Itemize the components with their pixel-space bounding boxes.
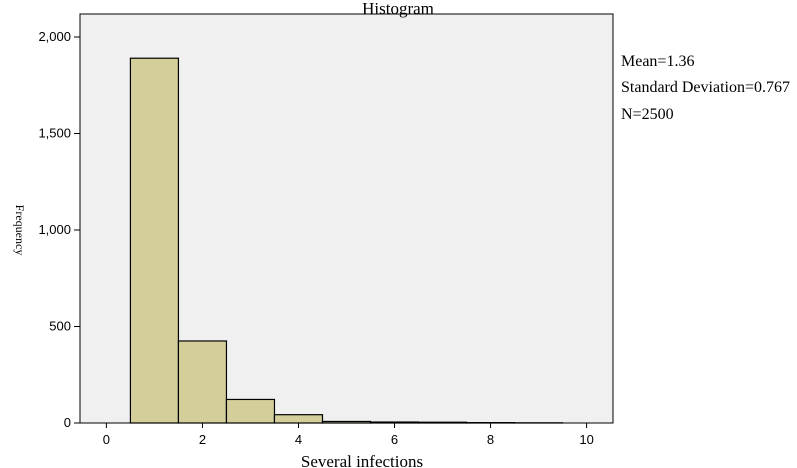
histogram-bar-4 [273, 414, 324, 424]
x-axis: 0 2 4 6 8 10 [103, 423, 594, 447]
histogram-bar-3 [225, 398, 276, 424]
x-tick-label: 4 [295, 432, 302, 447]
y-axis: 0 500 1,000 1,500 2,000 [38, 29, 80, 430]
x-tick-label: 2 [199, 432, 206, 447]
y-tick-label: 1,000 [38, 222, 71, 237]
y-tick-label: 500 [49, 319, 71, 334]
y-tick-label: 2,000 [38, 29, 71, 44]
histogram-bar-2 [177, 340, 228, 424]
stat-mean: Mean=1.36 [621, 53, 694, 70]
y-axis-label: Frequency [13, 205, 27, 256]
y-tick-label: 1,500 [38, 126, 71, 141]
histogram-bar-6 [369, 421, 420, 424]
x-tick-label: 0 [103, 432, 110, 447]
bars-group [129, 57, 564, 424]
x-tick-label: 10 [579, 432, 593, 447]
x-axis-label: Several infections [301, 452, 423, 468]
histogram-bar-5 [321, 420, 372, 424]
x-tick-label: 8 [487, 432, 494, 447]
y-tick-label: 0 [64, 415, 71, 430]
x-tick-label: 6 [391, 432, 398, 447]
stat-std: Standard Deviation=0.767 [621, 79, 790, 96]
histogram-bar-1 [129, 57, 180, 424]
chart-title: Histogram [362, 0, 434, 18]
stat-n: N=2500 [621, 106, 674, 123]
histogram-bar-7 [417, 421, 468, 424]
